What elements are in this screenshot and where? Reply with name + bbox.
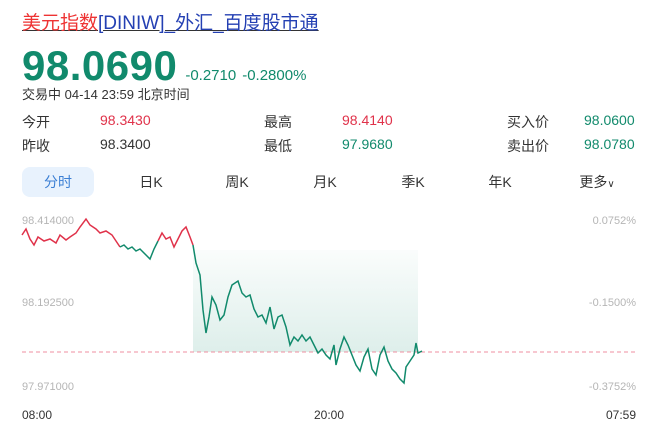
tab-monthly-k[interactable]: 月K <box>313 174 337 190</box>
chevron-down-icon: ∨ <box>607 179 615 190</box>
bid-label: 买入价 <box>507 114 549 130</box>
title-source[interactable]: [DINIW]_外汇_百度股市通 <box>98 13 319 34</box>
open-label: 今开 <box>22 114 50 130</box>
tab-weekly-k[interactable]: 周K <box>225 174 249 190</box>
pct-axis-mid: -0.1500% <box>588 297 636 309</box>
pct-axis-min: -0.3752% <box>588 381 636 393</box>
page-title[interactable]: 美元指数[DINIW]_外汇_百度股市通 <box>22 8 319 35</box>
price-change: -0.2710 <box>185 67 237 84</box>
bid-value: 98.0600 <box>584 112 635 128</box>
high-value: 98.4140 <box>342 112 393 128</box>
title-index-name[interactable]: 美元指数 <box>22 13 99 34</box>
high-label: 最高 <box>264 114 292 130</box>
low-label: 最低 <box>264 138 292 154</box>
prev-close-label: 昨收 <box>22 138 50 154</box>
price-row: 98.0690 -0.2710 -0.2800% <box>22 42 306 90</box>
ask-label: 卖出价 <box>507 138 549 154</box>
time-mid: 20:00 <box>314 408 345 422</box>
pct-axis-max: 0.0752% <box>592 215 636 227</box>
price-change-pct: -0.2800% <box>242 67 307 84</box>
tab-intraday[interactable]: 分时 <box>22 167 94 197</box>
tab-yearly-k[interactable]: 年K <box>488 174 512 190</box>
time-end: 07:59 <box>605 408 636 422</box>
more-label: 更多 <box>579 174 608 190</box>
chart-svg <box>21 217 636 385</box>
period-tabs: 分时 日K 周K 月K 季K 年K 更多∨ <box>22 167 622 197</box>
y-axis-max: 98.414000 <box>22 215 74 227</box>
tab-more[interactable]: 更多∨ <box>572 167 622 197</box>
current-price: 98.0690 <box>22 42 178 89</box>
tab-quarterly-k[interactable]: 季K <box>401 174 425 190</box>
intraday-chart[interactable]: 98.414000 98.192500 97.971000 0.0752% -0… <box>0 205 650 432</box>
trade-status: 交易中 04-14 23:59 北京时间 <box>22 87 190 102</box>
ask-value: 98.0780 <box>584 136 635 152</box>
time-start: 08:00 <box>22 408 53 422</box>
tab-daily-k[interactable]: 日K <box>139 174 163 190</box>
y-axis-min: 97.971000 <box>22 381 74 393</box>
prev-close-value: 98.3400 <box>100 136 151 152</box>
open-value: 98.3430 <box>100 112 151 128</box>
low-value: 97.9680 <box>342 136 393 152</box>
y-axis-mid: 98.192500 <box>22 297 74 309</box>
